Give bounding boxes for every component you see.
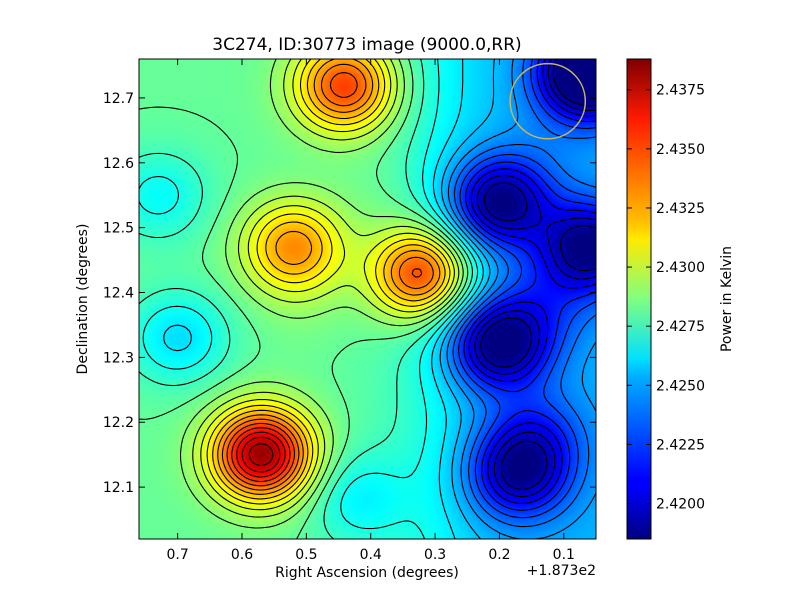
y-tick-label: 12.2	[103, 415, 134, 431]
contour-level-0	[480, 59, 596, 490]
x-tick-label: 0.4	[360, 547, 382, 563]
x-tick-label: 0.2	[488, 547, 510, 563]
beam-circle	[509, 62, 587, 140]
y-tick-label: 12.4	[103, 286, 134, 302]
contour-level-6	[446, 59, 596, 539]
y-tick-label: 12.5	[103, 221, 134, 237]
contour-level-19	[226, 72, 423, 487]
x-tick-label: 0.7	[166, 547, 188, 563]
x-tick-label: 0.1	[553, 547, 575, 563]
colorbar-label: Power in Kelvin	[719, 246, 735, 352]
colorbar-fill	[627, 59, 651, 539]
colorbar-tick-label: 2.4350	[656, 142, 705, 158]
contour-level-7	[439, 59, 495, 539]
contour-level-18	[221, 63, 434, 491]
x-axis-label: Right Ascension (degrees)	[275, 565, 459, 581]
contour-level-12	[179, 59, 464, 529]
plot-frame	[138, 58, 597, 540]
colorbar-tick-label: 2.4275	[656, 319, 705, 335]
x-tick-label: 0.5	[295, 547, 317, 563]
contour-level-21	[236, 431, 286, 478]
colorbar-tick-label: 2.4325	[656, 201, 705, 217]
y-tick-label: 12.7	[103, 91, 134, 107]
chart-title: 3C274, ID:30773 image (9000.0,RR)	[212, 35, 521, 55]
contour-level-14	[200, 59, 455, 511]
y-axis-label: Declination (degrees)	[75, 224, 91, 375]
contour-level-13	[192, 59, 460, 518]
colorbar-frame	[626, 58, 652, 540]
contour-level-10	[139, 59, 473, 539]
y-tick-label: 12.6	[103, 156, 134, 172]
contour-level-11	[139, 59, 469, 539]
y-tick-label: 12.1	[103, 480, 134, 496]
colorbar-tick-label: 2.4200	[656, 497, 705, 513]
contour-level-22	[241, 436, 281, 473]
contour-level-2	[468, 59, 596, 504]
contour-level-20	[231, 427, 291, 483]
contour-level-8	[163, 59, 484, 539]
contour-lines	[139, 59, 596, 539]
contour-level-1	[474, 59, 596, 498]
colorbar: 2.4200 2.4225 2.4250 2.4275 2.4300 2.4325 2.43…	[626, 58, 705, 540]
y-axis-ticks: 12.1 12.2 12.3 12.4 12.5 12.6 12.7	[103, 91, 596, 496]
x-tick-label: 0.3	[424, 547, 446, 563]
contour-level-17	[217, 59, 441, 495]
plot-area: 0.7 0.6 0.5 0.4 0.3 0.2 0.1 12.112.212.312.412…	[103, 58, 597, 563]
colorbar-tick-label: 2.4300	[656, 260, 705, 276]
colorbar-ticks: 2.4200 2.4225 2.4250 2.4275 2.4300 2.4325 2.43…	[627, 83, 705, 513]
contour-level-3	[463, 59, 596, 511]
colorbar-tick-label: 2.4250	[656, 378, 705, 394]
contour-level-15	[206, 59, 451, 505]
x-axis-ticks: 0.7 0.6 0.5 0.4 0.3 0.2 0.1	[166, 59, 575, 563]
contour-level-9	[139, 59, 479, 539]
contour-level-16	[212, 59, 446, 500]
colorbar-tick-label: 2.4375	[656, 83, 705, 99]
x-tick-label: 0.6	[231, 547, 253, 563]
y-tick-label: 12.3	[103, 350, 134, 366]
x-offset-label: +1.873e2	[527, 563, 596, 579]
contour-level-23	[248, 443, 274, 467]
colorbar-tick-label: 2.4225	[656, 437, 705, 453]
contour-level-5	[452, 59, 596, 528]
contour-level-4	[458, 59, 596, 519]
